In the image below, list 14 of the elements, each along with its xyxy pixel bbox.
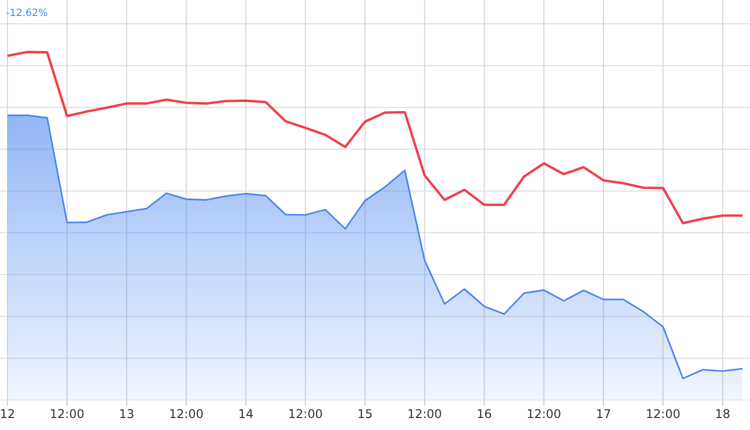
- x-tick-label: 12: [0, 407, 16, 421]
- x-tick-label: 12:00: [288, 407, 323, 421]
- x-tick-label: 15: [357, 407, 373, 421]
- x-tick-label: 12:00: [646, 407, 680, 421]
- x-tick-label: 18: [715, 407, 730, 421]
- x-tick-label: 14: [238, 407, 254, 421]
- x-tick-label: 12:00: [526, 407, 562, 421]
- x-tick-label: 16: [476, 407, 492, 421]
- x-tick-label: 17: [596, 407, 612, 421]
- text: -12.62%: [6, 8, 48, 19]
- x-tick-label: 12:00: [168, 407, 204, 421]
- x-tick-label: 12:00: [407, 407, 442, 421]
- x-tick-label: 13: [119, 407, 134, 421]
- x-tick-label: 12:00: [50, 407, 84, 421]
